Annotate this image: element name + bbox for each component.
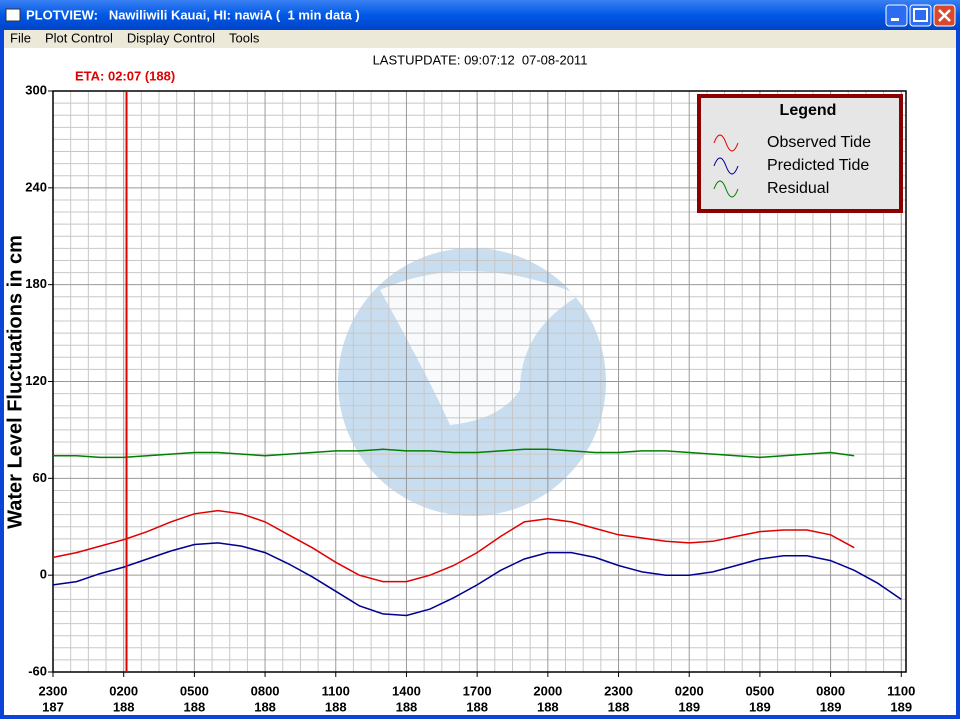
minimize-button[interactable]	[885, 4, 908, 27]
plot: -600601201802403002300187020018805001880…	[25, 68, 915, 714]
y-axis-label: Water Level Fluctuations in cm	[4, 235, 26, 529]
close-icon	[938, 9, 951, 22]
x-tick-sublabel: 188	[325, 699, 347, 714]
x-tick-label: 0500	[180, 683, 209, 698]
x-tick-sublabel: 189	[890, 699, 912, 714]
x-tick-label: 1100	[887, 683, 915, 698]
y-tick-label: 240	[25, 179, 47, 194]
x-tick-label: 2000	[533, 683, 562, 698]
x-tick-sublabel: 188	[113, 699, 135, 714]
data-line	[52, 542, 902, 617]
y-tick-label: -60	[28, 663, 47, 678]
data-line	[52, 509, 855, 583]
y-tick-label: 120	[25, 373, 47, 388]
legend-label: Predicted Tide	[767, 157, 869, 174]
menu-item[interactable]: Plot Control	[45, 30, 113, 45]
legend-label: Observed Tide	[767, 134, 871, 151]
chart-title: LASTUPDATE: 09:07:12 07-08-2011	[373, 52, 588, 67]
menu-bar	[4, 30, 956, 48]
x-tick-sublabel: 188	[537, 699, 559, 714]
menu-item[interactable]: Display Control	[127, 30, 215, 45]
y-tick-label: 300	[25, 82, 47, 97]
legend-title: Legend	[780, 102, 837, 119]
x-tick-label: 0800	[816, 683, 845, 698]
x-tick-label: 1100	[322, 683, 350, 698]
x-tick-sublabel: 188	[184, 699, 206, 714]
plot-frame	[52, 90, 907, 673]
x-tick-label: 0200	[109, 683, 138, 698]
legend-swatch	[713, 134, 739, 152]
minimize-icon	[891, 18, 899, 21]
legend-swatch	[713, 157, 739, 175]
legend-label: Residual	[767, 180, 829, 197]
x-tick-sublabel: 188	[466, 699, 488, 714]
x-tick-label: 1400	[392, 683, 421, 698]
x-tick-label: 1700	[463, 683, 492, 698]
x-tick-sublabel: 189	[749, 699, 771, 714]
legend-swatch	[713, 180, 739, 198]
x-tick-sublabel: 188	[396, 699, 418, 714]
x-tick-sublabel: 189	[678, 699, 700, 714]
x-tick-label: 0800	[251, 683, 280, 698]
y-tick-label: 0	[40, 567, 47, 582]
x-tick-sublabel: 188	[608, 699, 630, 714]
data-line	[53, 448, 855, 459]
x-tick-label: 2300	[39, 683, 68, 698]
app-icon	[5, 8, 21, 22]
x-tick-label: 0200	[675, 683, 704, 698]
y-tick-label: 180	[25, 276, 47, 291]
y-tick-label: 60	[33, 470, 47, 485]
eta-label: ETA: 02:07 (188)	[75, 68, 175, 83]
maximize-icon	[913, 8, 928, 22]
x-tick-label: 0500	[745, 683, 774, 698]
menu-item[interactable]: Tools	[229, 30, 260, 45]
x-tick-sublabel: 188	[254, 699, 276, 714]
window-title: PLOTVIEW: Nawiliwili Kauai, HI: nawiA ( …	[26, 7, 360, 22]
legend-box	[697, 94, 903, 213]
x-tick-sublabel: 187	[42, 699, 64, 714]
title-bar	[0, 0, 960, 30]
menu: File Plot Control Display Control Tools	[10, 30, 260, 45]
x-tick-sublabel: 189	[820, 699, 842, 714]
x-tick-label: 2300	[604, 683, 633, 698]
menu-item[interactable]: File	[10, 30, 31, 45]
